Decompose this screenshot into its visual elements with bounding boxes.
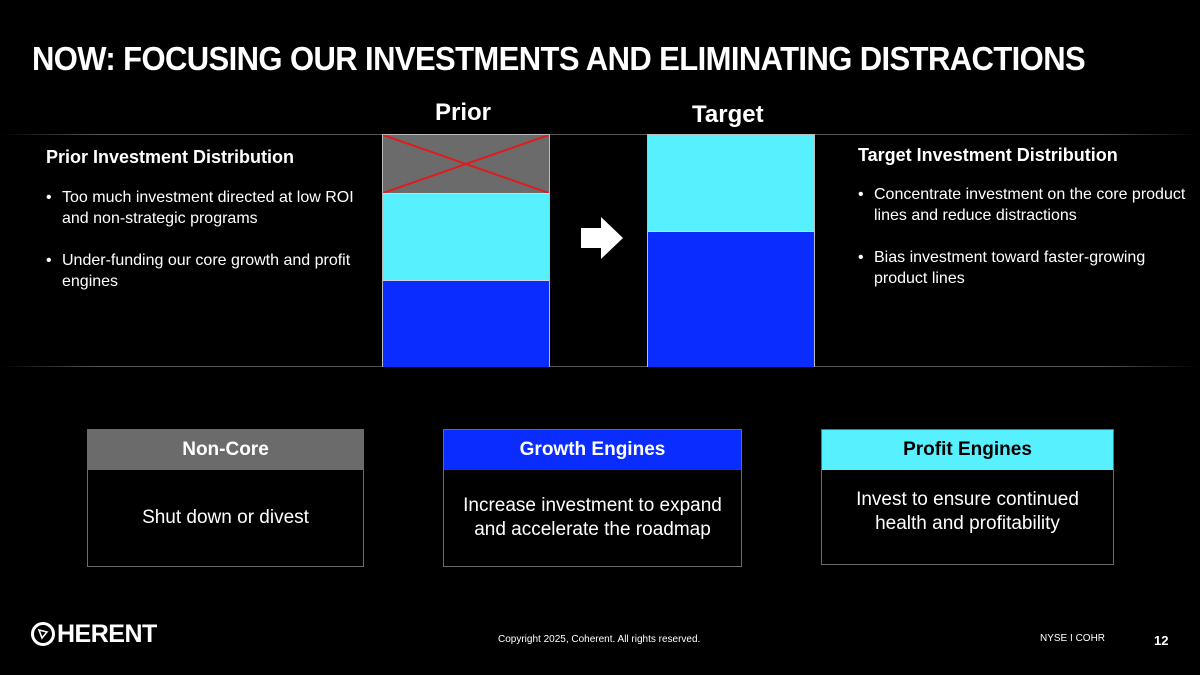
cross-out-icon: [383, 135, 549, 193]
coherent-logo: HERENT: [30, 620, 157, 648]
prior-bullet-list: Too much investment directed at low ROI …: [46, 187, 366, 292]
target-heading: Target: [692, 101, 764, 128]
target-bullet-list: Concentrate investment on the core produ…: [858, 184, 1188, 289]
target-panel: Target Investment Distribution Concentra…: [858, 145, 1188, 310]
target-distribution-bar: [647, 134, 815, 367]
prior-non-core-segment: [383, 135, 549, 194]
profit-engines-card-heading: Profit Engines: [822, 430, 1113, 470]
prior-heading: Prior: [435, 99, 492, 126]
growth-engines-card-heading: Growth Engines: [444, 430, 741, 470]
target-bullet: Concentrate investment on the core produ…: [858, 184, 1188, 226]
target-panel-title: Target Investment Distribution: [858, 145, 1118, 165]
prior-profit-segment: [383, 194, 549, 281]
non-core-card-heading: Non-Core: [88, 430, 363, 470]
prior-distribution-bar: [382, 134, 550, 367]
growth-engines-card: Growth Engines Increase investment to ex…: [443, 429, 742, 567]
growth-engines-card-body: Increase investment to expand and accele…: [463, 495, 722, 540]
top-divider: [0, 134, 1200, 135]
copyright-text: Copyright 2025, Coherent. All rights res…: [498, 634, 701, 645]
prior-growth-segment: [383, 281, 549, 367]
page-number: 12: [1154, 633, 1169, 648]
prior-panel-title: Prior Investment Distribution: [46, 147, 295, 167]
ticker-text: NYSE I COHR: [1040, 633, 1106, 644]
slide-title: NOW: FOCUSING OUR INVESTMENTS AND ELIMIN…: [32, 40, 1086, 78]
target-profit-segment: [648, 135, 814, 232]
logo-mark-icon: [31, 622, 55, 646]
right-arrow-icon: [581, 217, 623, 259]
non-core-card: Non-Core Shut down or divest: [87, 429, 364, 567]
profit-engines-card-body: Invest to ensure continued health and pr…: [856, 489, 1079, 534]
profit-engines-card: Profit Engines Invest to ensure continue…: [821, 429, 1114, 565]
bottom-divider: [0, 366, 1200, 367]
logo-wordmark: HERENT: [57, 619, 157, 648]
target-growth-segment: [648, 232, 814, 367]
target-bullet: Bias investment toward faster-growing pr…: [858, 247, 1188, 289]
prior-bullet: Under-funding our core growth and profit…: [46, 250, 366, 292]
non-core-card-body: Shut down or divest: [142, 507, 309, 528]
prior-panel: Prior Investment Distribution Too much i…: [46, 147, 366, 313]
prior-bullet: Too much investment directed at low ROI …: [46, 187, 366, 229]
